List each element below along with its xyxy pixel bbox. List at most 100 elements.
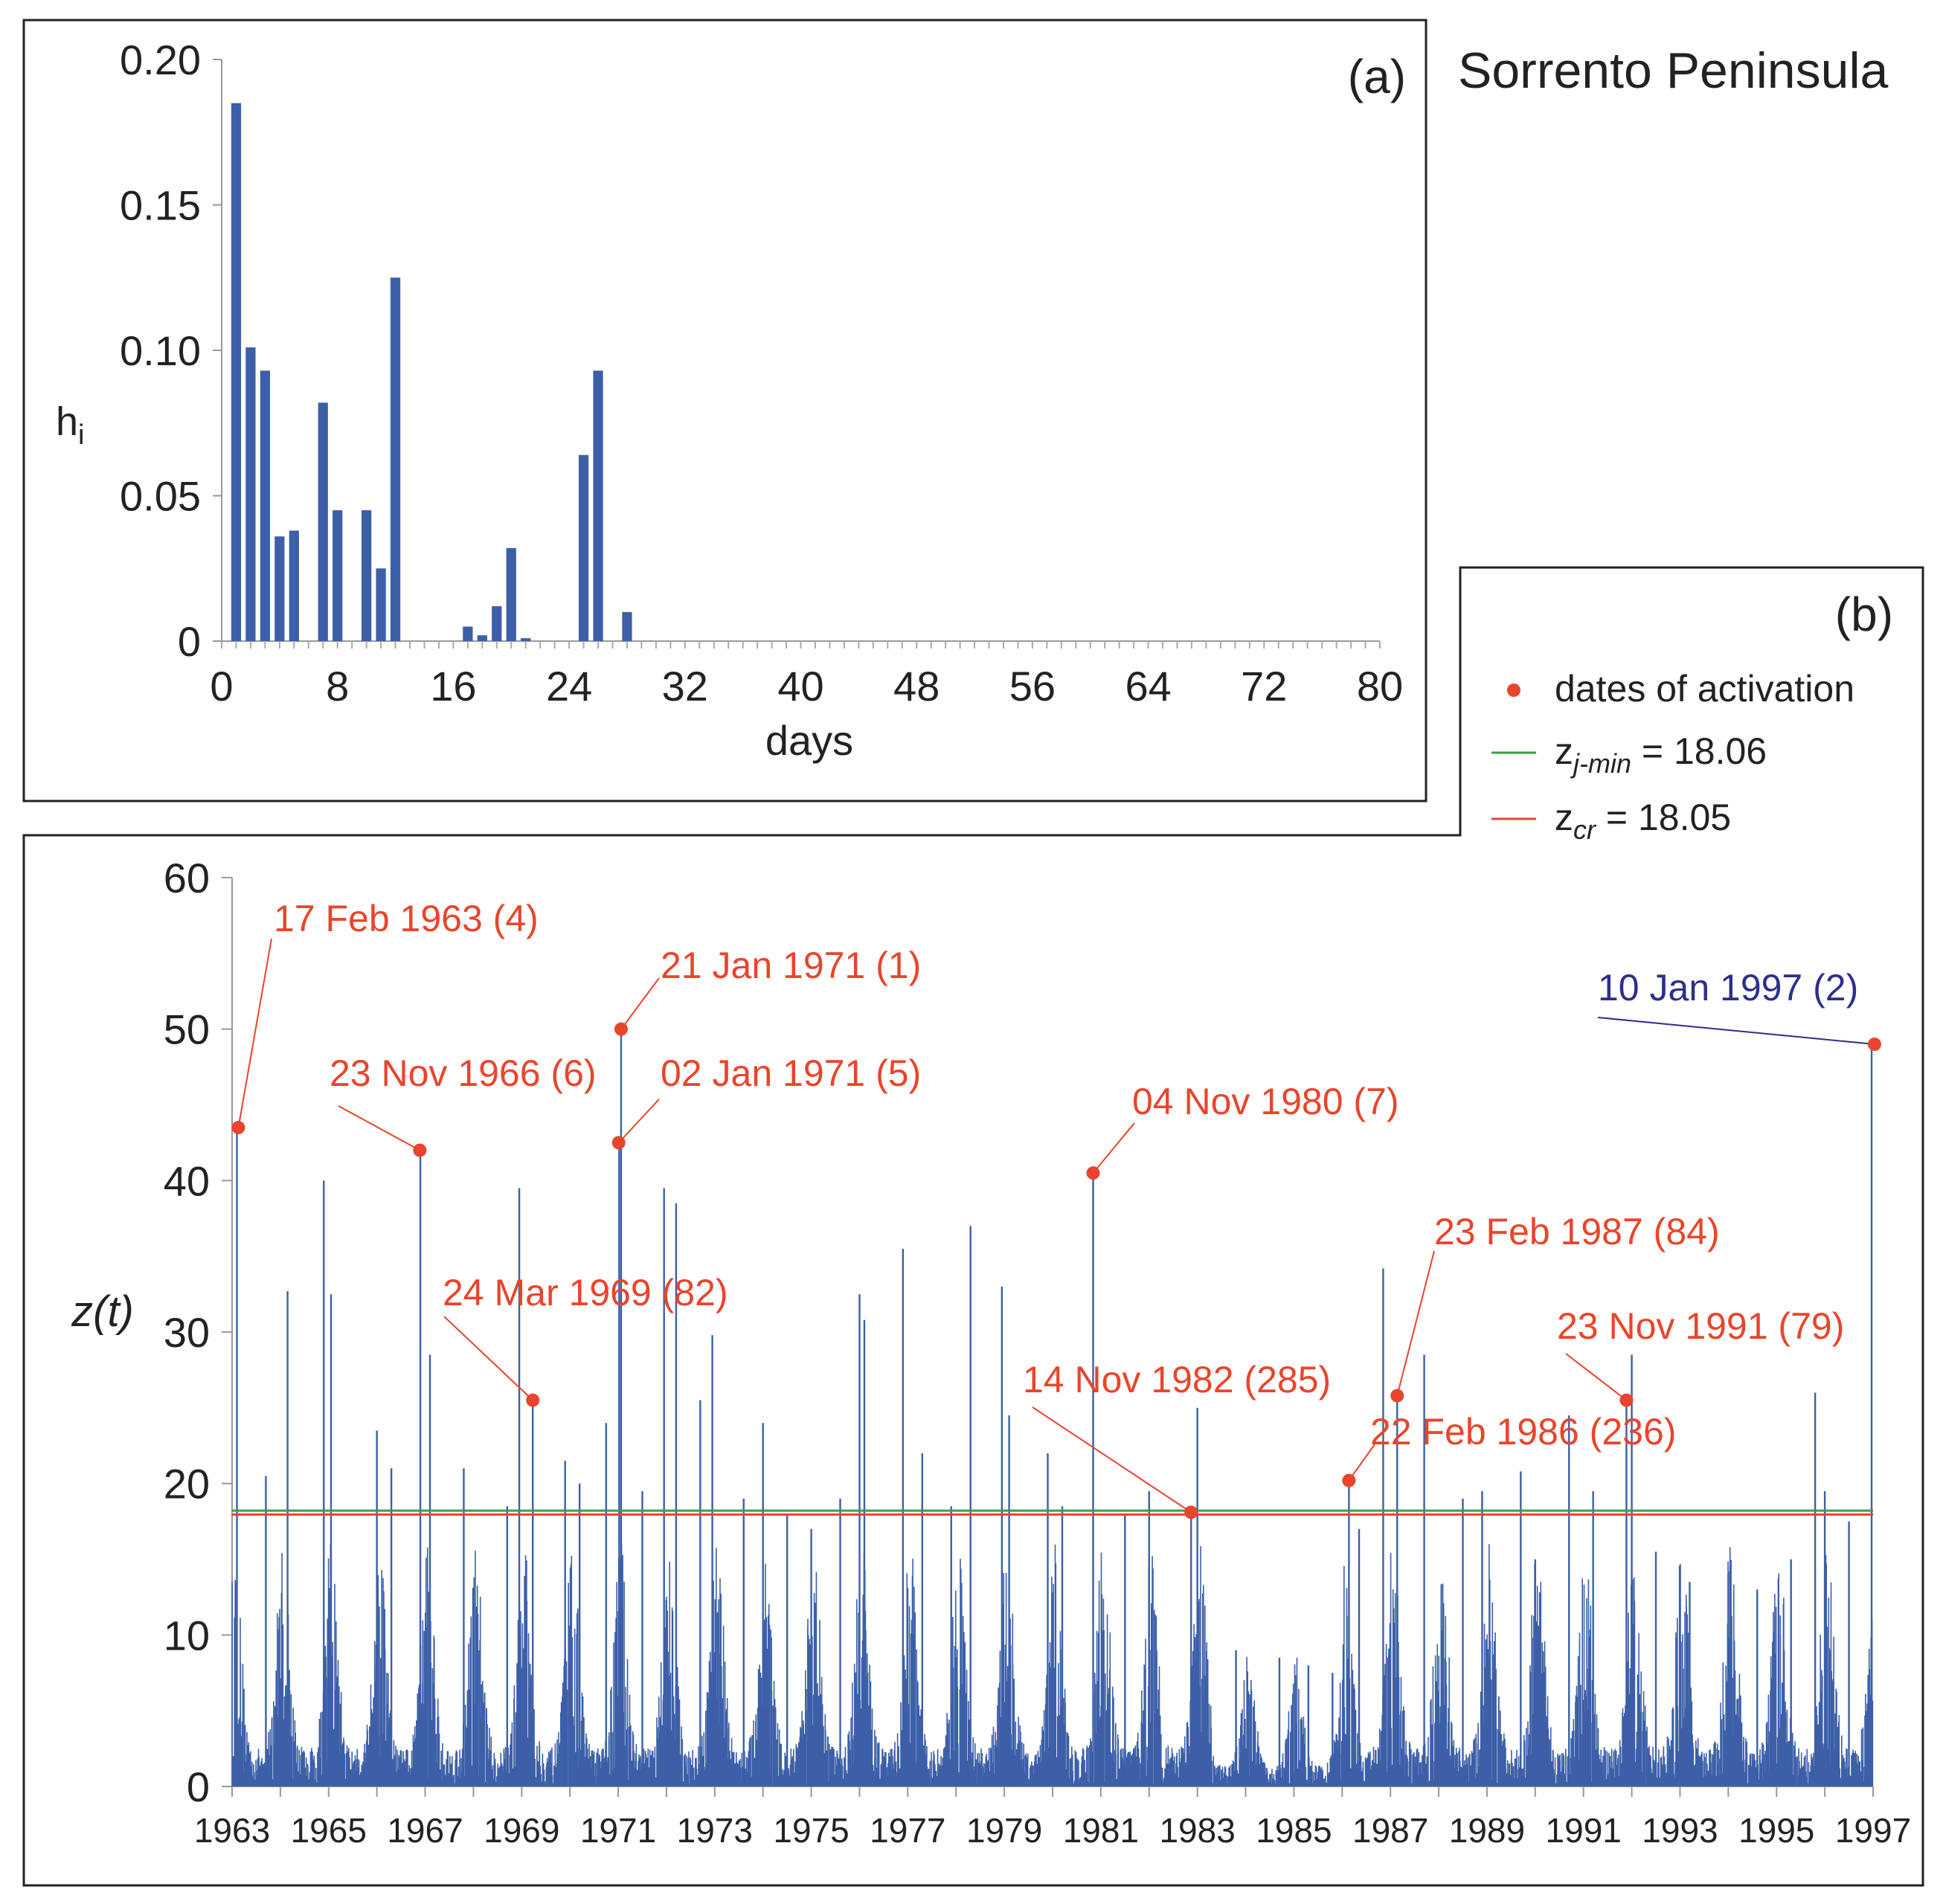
activation-dot bbox=[231, 1121, 245, 1135]
panel-a-ylabel-main: h bbox=[56, 399, 78, 444]
panel-b-y-tick-label: 0 bbox=[187, 1763, 210, 1810]
panel-b-x-tick-label: 1967 bbox=[387, 1811, 463, 1850]
panel-b-series bbox=[231, 1029, 1874, 1786]
legend-green-value: = 18.06 bbox=[1631, 730, 1767, 772]
panel-a-frame bbox=[22, 19, 1427, 803]
panel-a-x-tick-label: 80 bbox=[1357, 663, 1403, 710]
panel-b-x-tick-label: 1993 bbox=[1642, 1811, 1718, 1850]
panel-a-ylabel: hi bbox=[56, 399, 85, 451]
activation-leader-line bbox=[1032, 1406, 1192, 1514]
panel-a-bar bbox=[231, 103, 242, 641]
panel-b-y-tick-label: 60 bbox=[164, 855, 210, 901]
activation-leader-line bbox=[1348, 1444, 1375, 1482]
panel-a-bar bbox=[289, 530, 299, 641]
panel-b-timeseries: (b) z(t) 0 10 20 30 40 50 60 1963 1965 1967 1969 19… bbox=[71, 588, 1911, 1850]
activation-dot bbox=[1390, 1389, 1404, 1403]
panel-a-bar bbox=[333, 510, 343, 641]
figure-title: Sorrento Peninsula bbox=[1458, 42, 1889, 99]
activation-label: 21 Jan 1971 (1) bbox=[661, 945, 921, 986]
legend-red-main: z bbox=[1555, 797, 1573, 838]
activation-label: 02 Jan 1971 (5) bbox=[661, 1052, 921, 1094]
panel-a-y-tick-label: 0.15 bbox=[120, 182, 201, 229]
panel-a-bar bbox=[593, 370, 603, 641]
activation-leader-line bbox=[1565, 1353, 1628, 1401]
panel-a-bar bbox=[376, 568, 386, 641]
panel-b-x-tick-label: 1965 bbox=[291, 1811, 367, 1850]
activation-dot bbox=[1184, 1505, 1198, 1519]
activation-dot bbox=[1086, 1166, 1100, 1180]
panel-a-x-tick-label: 48 bbox=[893, 663, 940, 710]
legend-activation-dot bbox=[1507, 684, 1520, 697]
panel-b-x-tick-label: 1971 bbox=[580, 1811, 656, 1850]
panel-a-x-tick-label: 32 bbox=[662, 663, 708, 710]
panel-a-bar bbox=[245, 347, 256, 641]
activation-dot bbox=[1867, 1038, 1881, 1052]
panel-b-x-tick-label: 1983 bbox=[1159, 1811, 1235, 1850]
panel-b-x-tick-label: 1997 bbox=[1835, 1811, 1911, 1850]
activation-label: 17 Feb 1963 (4) bbox=[274, 898, 539, 939]
panel-b-y-tick-label: 30 bbox=[164, 1309, 210, 1356]
panel-a-bars bbox=[231, 103, 632, 641]
panel-a-bar bbox=[318, 402, 328, 641]
panel-b-x-tick-label: 1969 bbox=[484, 1811, 559, 1850]
activation-label: 04 Nov 1980 (7) bbox=[1132, 1081, 1399, 1122]
panel-b-x-tick-label: 1981 bbox=[1063, 1811, 1139, 1850]
panel-b-annotations: 17 Feb 1963 (4) 23 Nov 1966 (6) 24 Mar 196… bbox=[231, 898, 1881, 1519]
panel-b-x-tick-label: 1963 bbox=[194, 1811, 270, 1850]
activation-leader-line bbox=[620, 977, 660, 1030]
panel-a-y-tick-label: 0 bbox=[178, 618, 201, 665]
panel-a-ylabel-sub: i bbox=[78, 419, 84, 451]
activation-dot bbox=[614, 1022, 628, 1036]
activation-label: 24 Mar 1969 (82) bbox=[443, 1272, 728, 1313]
panel-b-frame bbox=[22, 566, 1924, 1887]
panel-a-xlabel: days bbox=[765, 717, 853, 764]
activation-label: 10 Jan 1997 (2) bbox=[1598, 967, 1858, 1009]
panel-b-x-tick-label: 1987 bbox=[1352, 1811, 1428, 1850]
panel-a-bar bbox=[260, 370, 271, 641]
activation-leader-line bbox=[338, 1105, 420, 1151]
panel-a-bar bbox=[622, 611, 632, 641]
panel-a-bar bbox=[390, 277, 401, 641]
activation-label: 22 Feb 1986 (236) bbox=[1370, 1411, 1676, 1453]
legend-green-main: z bbox=[1555, 730, 1573, 772]
activation-dot bbox=[1342, 1473, 1356, 1488]
panel-a-bar bbox=[463, 626, 473, 641]
panel-b-x-tick-label: 1995 bbox=[1738, 1811, 1814, 1850]
panel-a-y-tick-label: 0.20 bbox=[120, 36, 201, 83]
panel-a-bar bbox=[506, 547, 516, 641]
panel-a-x-tick-label: 56 bbox=[1009, 663, 1056, 710]
panel-b-ylabel: z(t) bbox=[71, 1287, 134, 1336]
activation-label: 23 Nov 1991 (79) bbox=[1557, 1305, 1844, 1347]
legend-green-label: zj-min = 18.06 bbox=[1555, 730, 1767, 779]
activation-leader-line bbox=[1597, 1017, 1875, 1046]
activation-leader-line bbox=[617, 1099, 660, 1144]
legend-red-sub: cr bbox=[1573, 814, 1597, 845]
activation-label: 14 Nov 1982 (285) bbox=[1023, 1359, 1331, 1400]
panel-a-x-tick-label: 40 bbox=[777, 663, 823, 710]
legend-red-label: zcr = 18.05 bbox=[1555, 797, 1731, 845]
activation-label: 23 Feb 1987 (84) bbox=[1434, 1211, 1720, 1252]
activation-label: 23 Nov 1966 (6) bbox=[330, 1052, 597, 1094]
activation-dot bbox=[1619, 1393, 1634, 1407]
activation-dot bbox=[526, 1393, 540, 1407]
legend-green-sub: j-min bbox=[1570, 748, 1631, 779]
panel-a-bar bbox=[274, 536, 285, 641]
legend: dates of activation zj-min = 18.06 zcr =… bbox=[1491, 668, 1854, 845]
panel-a-x-tick-label: 64 bbox=[1125, 663, 1171, 710]
panel-a-x-tick-label: 0 bbox=[210, 663, 233, 710]
panel-b-x-tick-label: 1989 bbox=[1449, 1811, 1525, 1850]
panel-a-y-tick-label: 0.05 bbox=[120, 473, 201, 520]
panel-a-x-tick-label: 24 bbox=[546, 663, 592, 710]
panel-a-x-tick-label: 8 bbox=[326, 663, 349, 710]
panel-a-axes: 0 8 16 24 32 40 48 56 64 72 80 0 0.05 0.10 0.15 0.20 bbox=[120, 36, 1403, 710]
panel-a-bar bbox=[578, 454, 589, 641]
panel-b-thresholds bbox=[232, 1509, 1873, 1516]
panel-a-y-tick-label: 0.10 bbox=[120, 327, 201, 374]
activation-dot bbox=[611, 1136, 626, 1150]
activation-leader-line bbox=[237, 938, 272, 1128]
panel-a-x-tick-label: 16 bbox=[430, 663, 476, 710]
panel-b-y-tick-label: 10 bbox=[164, 1612, 210, 1659]
panel-a-bar bbox=[477, 635, 487, 641]
activation-leader-line bbox=[1396, 1250, 1435, 1396]
